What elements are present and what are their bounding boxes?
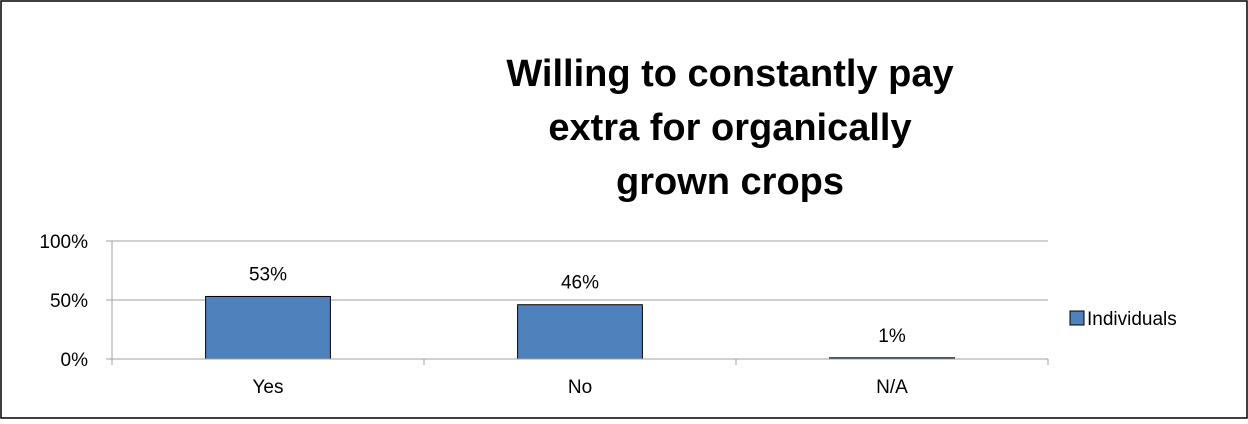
x-tick-label-n-a: N/A xyxy=(876,377,908,398)
legend-swatch-individuals xyxy=(1069,310,1085,326)
x-tick-label-yes: Yes xyxy=(253,377,284,398)
chart-title-line-3: grown crops xyxy=(616,161,844,203)
chart-title-line-1: Willing to constantly pay xyxy=(506,53,953,95)
y-axis: 0% 50% 100% xyxy=(39,232,113,371)
bars: 53% 46% 1% xyxy=(205,264,955,360)
chart-title-line-2: extra for organically xyxy=(548,107,911,149)
legend: Individuals xyxy=(1069,309,1177,330)
bar-yes xyxy=(205,295,331,360)
y-tick-label-100: 100% xyxy=(39,232,88,253)
x-tick-label-no: No xyxy=(568,377,592,398)
y-tick-label-0: 0% xyxy=(61,350,89,371)
data-label-yes: 53% xyxy=(249,264,287,285)
legend-label-individuals: Individuals xyxy=(1087,309,1177,330)
y-tick-label-50: 50% xyxy=(50,291,88,312)
data-label-no: 46% xyxy=(561,273,599,294)
x-axis: Yes No N/A xyxy=(111,358,1049,398)
data-label-n-a: 1% xyxy=(878,326,906,347)
bar-no xyxy=(517,304,643,360)
